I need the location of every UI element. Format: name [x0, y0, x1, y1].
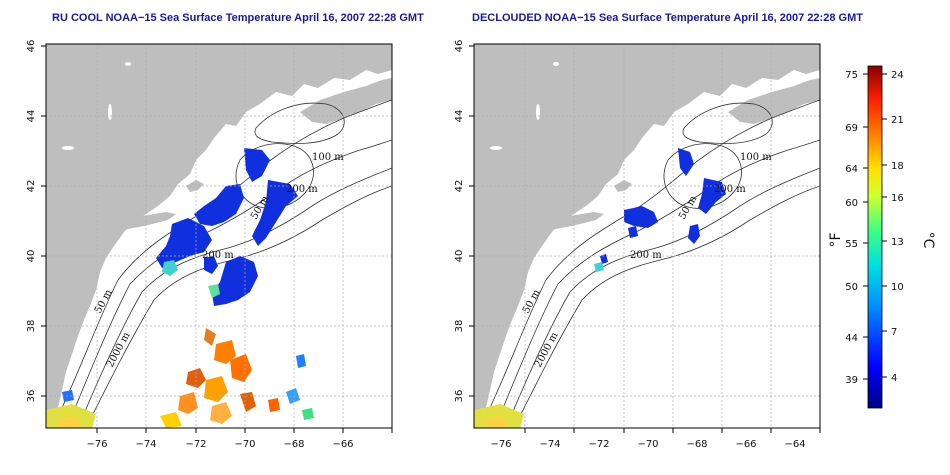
colorbar-c-label: 13	[891, 237, 904, 248]
left-panel-title: RU COOL NOAA−15 Sea Surface Temperature …	[52, 12, 424, 24]
left-lake	[62, 146, 74, 150]
colorbar: 75 69 64 60 55 50 44 39 24 21 18 16 13 1…	[828, 65, 936, 409]
right-map-frame	[473, 43, 821, 429]
right-map: 100 m 200 m 50 m 200 m 50 m 2000 m −76 −…	[454, 40, 821, 450]
left-map-frame	[45, 43, 393, 429]
left-land-longisland	[120, 212, 176, 230]
right-panel-title: DECLOUDED NOAA−15 Sea Surface Temperatur…	[472, 12, 863, 24]
x-tick-label: −66	[735, 439, 756, 450]
right-contour-georges	[663, 143, 742, 209]
y-tick-label: 44	[26, 110, 37, 123]
y-tick-label: 42	[454, 180, 465, 193]
left-lake	[125, 62, 131, 66]
colorbar-unit-f: °F	[828, 232, 844, 247]
y-tick-label: 40	[26, 250, 37, 263]
x-tick-label: −64	[784, 439, 805, 450]
right-land	[474, 44, 820, 428]
colorbar-c-label: 24	[891, 70, 904, 81]
y-tick-label: 36	[454, 390, 465, 403]
colorbar-f-label: 50	[845, 282, 858, 293]
colorbar-f-label: 39	[845, 375, 858, 386]
colorbar-f-label: 75	[845, 70, 858, 81]
x-tick-label: −76	[86, 439, 107, 450]
x-tick-label: −70	[637, 439, 658, 450]
colorbar-c-label: 10	[891, 282, 904, 293]
y-tick-label: 36	[26, 390, 37, 403]
left-land-novascotia	[300, 78, 392, 124]
x-tick-label: −68	[686, 439, 707, 450]
x-tick-label: −70	[234, 439, 255, 450]
colorbar-c-label: 7	[891, 327, 897, 338]
y-tick-label: 38	[454, 320, 465, 333]
colorbar-c-label: 16	[891, 193, 904, 204]
colorbar-f-label: 69	[845, 123, 858, 134]
right-lake	[536, 104, 540, 120]
right-contour-gulf	[682, 102, 773, 144]
right-lake	[490, 146, 502, 150]
x-tick-label: −74	[539, 439, 560, 450]
y-tick-label: 40	[454, 250, 465, 263]
left-lake	[108, 104, 112, 120]
colorbar-c-label: 21	[891, 115, 904, 126]
left-contour-label: 200 m	[286, 184, 318, 195]
right-land-novascotia	[728, 78, 820, 124]
x-tick-label: −74	[135, 439, 156, 450]
x-tick-label: −72	[185, 439, 206, 450]
y-tick-label: 46	[26, 40, 37, 53]
x-tick-label: −68	[283, 439, 304, 450]
right-land-longisland	[548, 212, 604, 230]
left-sst-cold-patches	[156, 148, 298, 306]
colorbar-f-label: 44	[845, 333, 858, 344]
colorbar-f-label: 55	[845, 239, 858, 250]
x-tick-label: −72	[588, 439, 609, 450]
right-contour-200m	[505, 167, 820, 428]
left-contour-label: 200 m	[202, 250, 234, 261]
right-sst-cold-patches	[600, 148, 726, 264]
colorbar-gradient	[867, 65, 883, 409]
right-contour-2000m	[513, 185, 820, 428]
left-contour-100m	[69, 139, 392, 421]
x-tick-label: −76	[490, 439, 511, 450]
y-tick-label: 38	[26, 320, 37, 333]
left-land	[46, 44, 392, 428]
right-contour-label: 100 m	[740, 152, 772, 163]
right-lake	[553, 62, 559, 66]
right-sst-warm-patches	[474, 262, 604, 428]
left-sst-warm-patches	[46, 260, 314, 428]
left-contour-gulf	[254, 102, 345, 144]
y-tick-label: 42	[26, 180, 37, 193]
left-contour-200m	[77, 167, 392, 428]
left-map: 100 m 200 m 50 m 200 m 50 m 2000 m −76 −…	[26, 40, 393, 450]
right-contour-label: 200 m	[714, 184, 746, 195]
right-contour-label: 200 m	[630, 250, 662, 261]
x-tick-label: −66	[332, 439, 353, 450]
colorbar-f-label: 64	[845, 164, 858, 175]
y-tick-label: 46	[454, 40, 465, 53]
left-contour-label: 100 m	[312, 152, 344, 163]
colorbar-unit-c: °C	[920, 232, 936, 249]
colorbar-f-label: 60	[845, 198, 858, 209]
colorbar-c-label: 4	[891, 373, 897, 384]
colorbar-c-label: 18	[891, 161, 904, 172]
y-tick-label: 44	[454, 110, 465, 123]
